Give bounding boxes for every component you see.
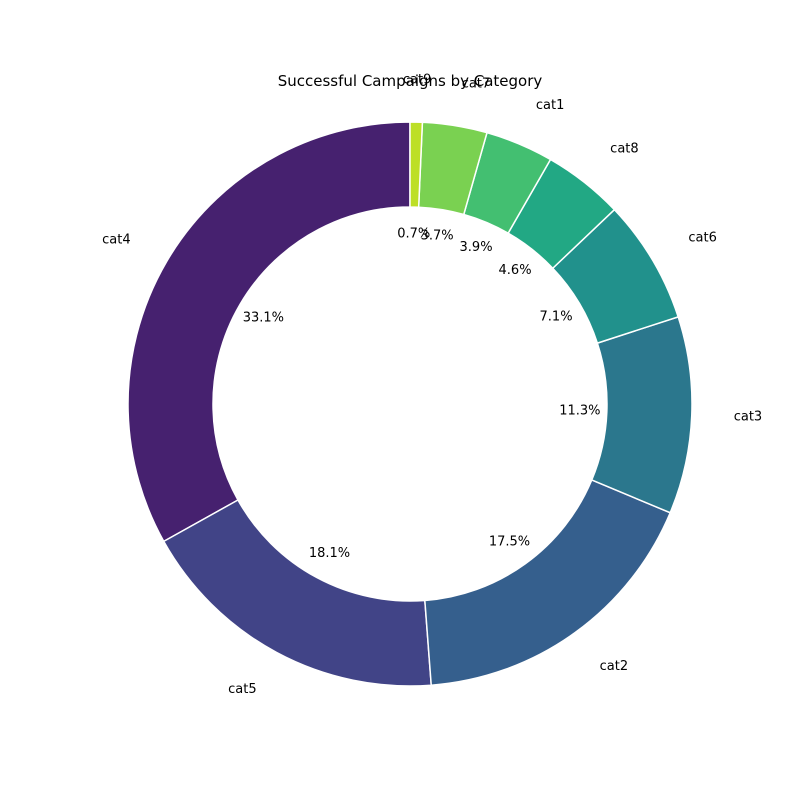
category-label: cat7 bbox=[462, 77, 490, 92]
category-label: cat8 bbox=[610, 142, 638, 157]
category-label: cat2 bbox=[600, 659, 628, 674]
slice-cat9 bbox=[409, 121, 424, 208]
percent-label: 18.1% bbox=[309, 546, 350, 561]
category-label: cat3 bbox=[734, 410, 762, 425]
slice-cat4 bbox=[127, 121, 411, 543]
percent-label: 0.7% bbox=[397, 227, 430, 242]
category-label: cat1 bbox=[536, 98, 564, 113]
slice-cat5 bbox=[162, 498, 433, 687]
percent-label: 4.6% bbox=[499, 263, 532, 278]
category-label: cat4 bbox=[102, 232, 130, 247]
percent-label: 17.5% bbox=[489, 534, 530, 549]
chart-title: Successful Campaigns by Category bbox=[277, 72, 543, 90]
percent-label: 3.9% bbox=[460, 240, 493, 255]
category-label: cat6 bbox=[688, 231, 716, 246]
slice-cat3 bbox=[590, 315, 693, 514]
percent-label: 11.3% bbox=[559, 403, 600, 418]
percent-label: 3.7% bbox=[421, 229, 454, 244]
category-label: cat9 bbox=[403, 73, 431, 88]
slice-cat2 bbox=[424, 478, 672, 687]
category-label: cat5 bbox=[228, 682, 256, 697]
percent-label: 7.1% bbox=[540, 310, 573, 325]
percent-label: 33.1% bbox=[243, 310, 284, 325]
